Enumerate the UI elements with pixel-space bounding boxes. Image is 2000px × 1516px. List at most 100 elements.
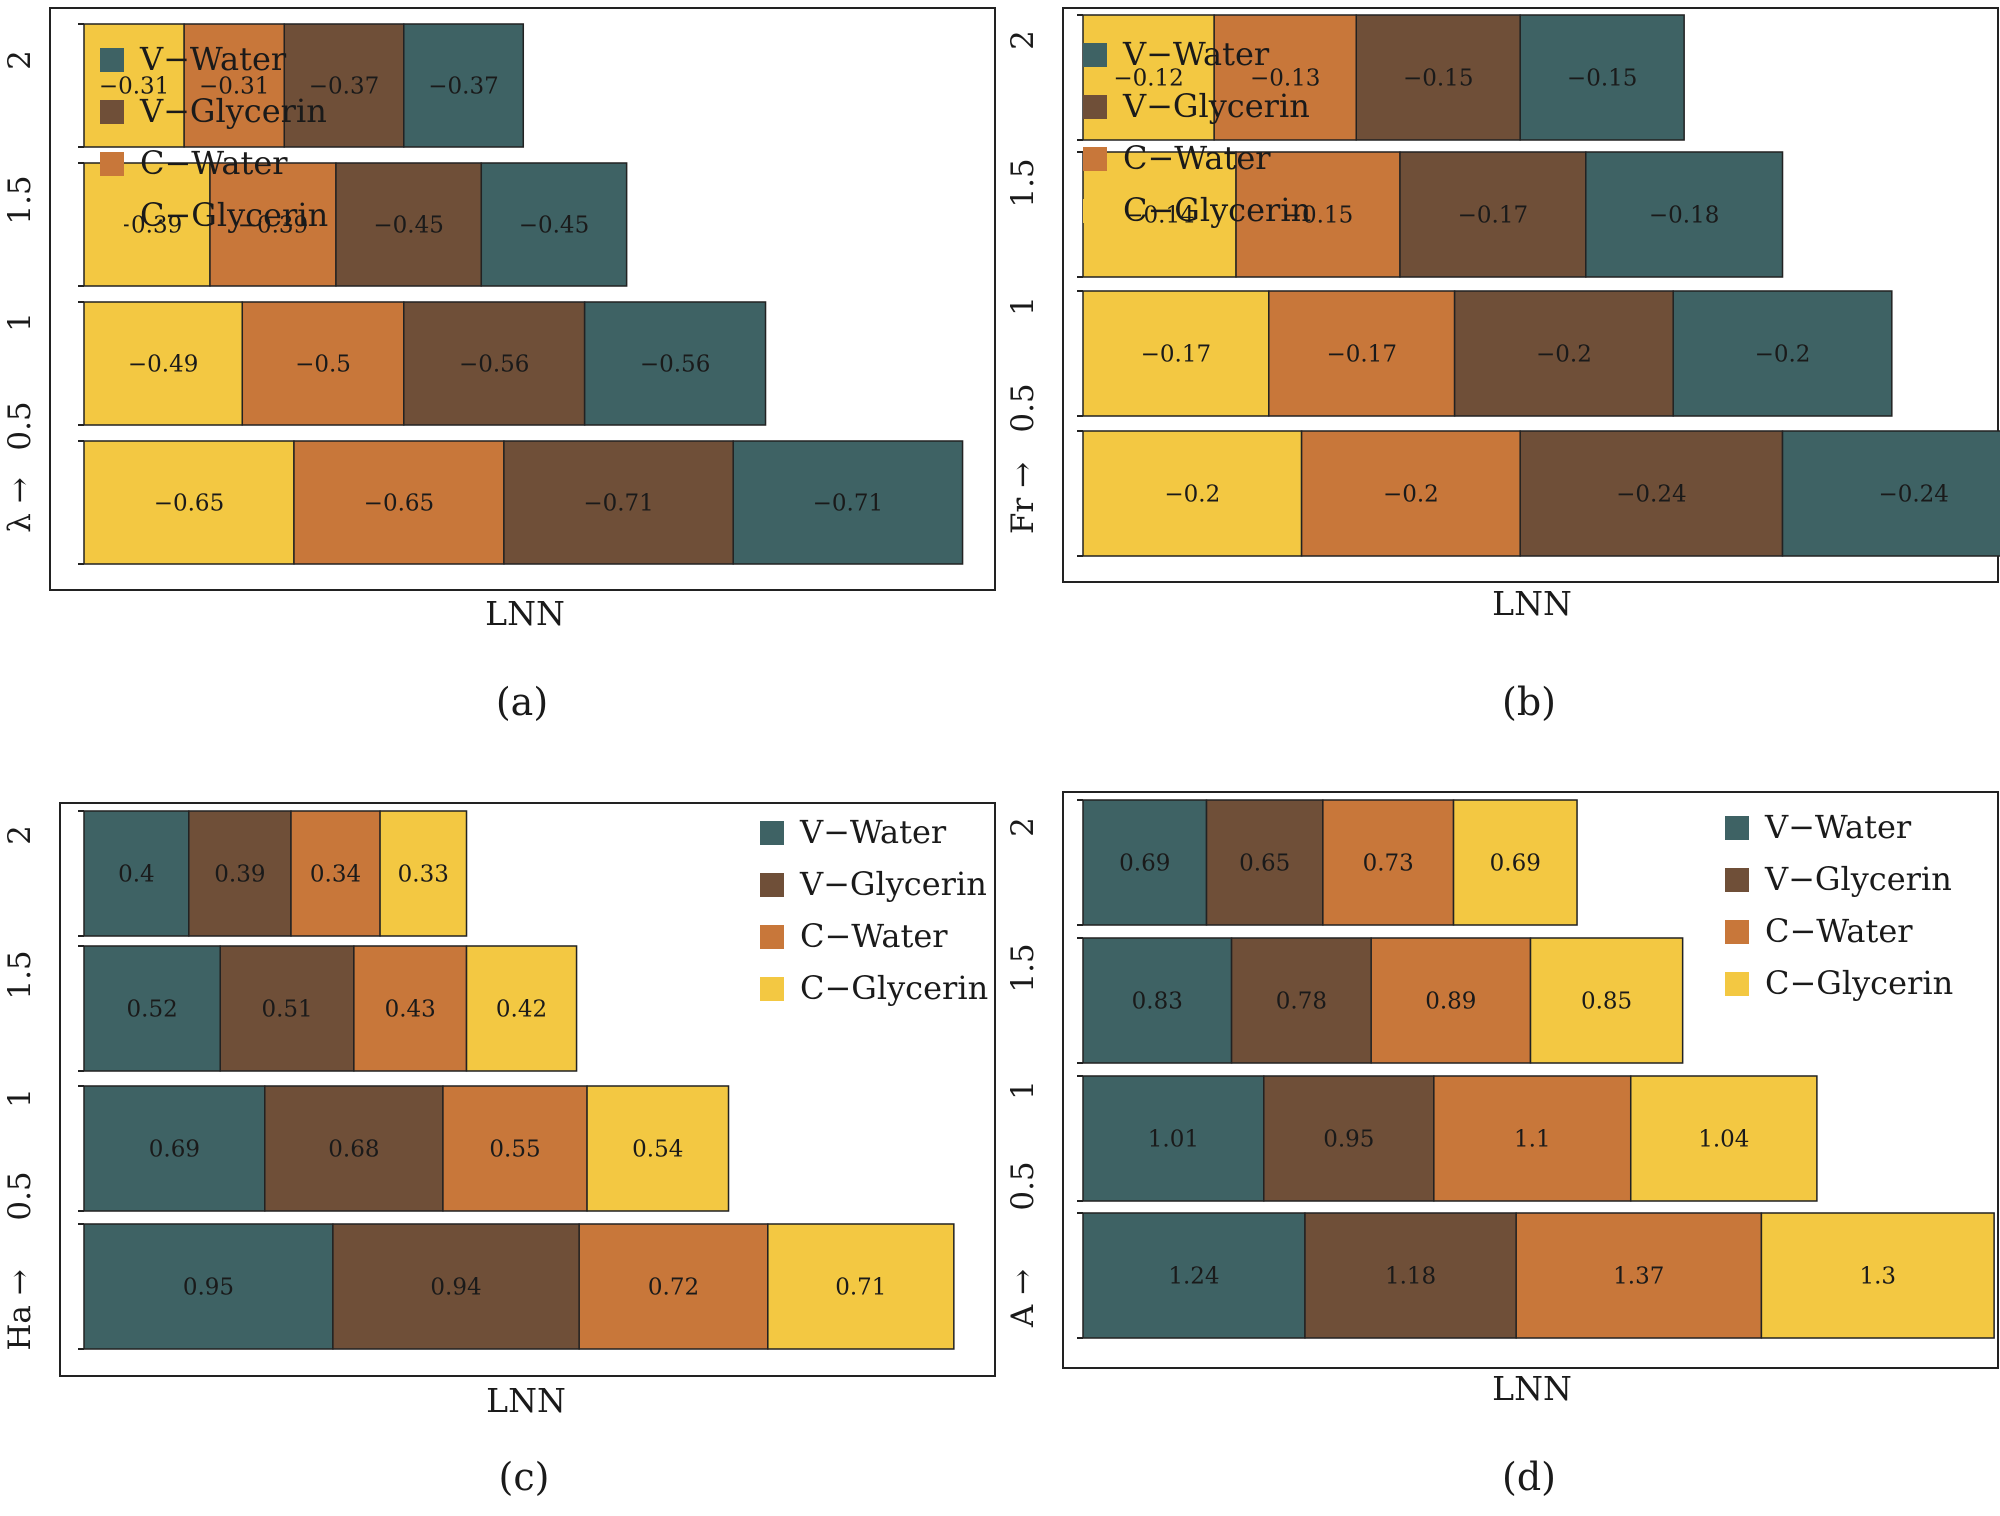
bar-segment-v-glycerin [1205, 799, 1324, 926]
legend-label-v-glycerin: V−Glycerin [139, 92, 327, 130]
bar-row-1: 0.69 0.68 0.55 0.54 [78, 1085, 730, 1212]
legend-swatch-v-water [760, 821, 784, 845]
bar-segment-v-water [583, 301, 767, 426]
data-label: 0.85 [1581, 989, 1632, 1015]
data-label: 0.52 [127, 997, 178, 1023]
data-label: 0.94 [430, 1275, 481, 1301]
plot-frame [59, 802, 996, 1377]
bar-row-0-5: −0.65 −0.65 −0.71 −0.71 [78, 440, 964, 565]
bar-segment-v-water [1082, 1212, 1306, 1339]
y-tick-label: 1 [1005, 296, 1041, 316]
data-label: −0.15 [1567, 66, 1637, 92]
bar-segment-v-water [1519, 14, 1685, 141]
data-label: −0.31 [199, 74, 269, 100]
data-label: −0.56 [459, 352, 529, 378]
legend-label-c-water: C−Water [800, 917, 948, 955]
legend-label-v-water: V−Water [139, 40, 287, 78]
data-label: −0.15 [1403, 66, 1473, 92]
data-label: 0.72 [648, 1275, 699, 1301]
data-label: −0.17 [1326, 342, 1396, 368]
data-label: −0.15 [1283, 203, 1353, 229]
bar-segment-c-water [1370, 937, 1532, 1064]
bar-segment-v-glycerin [219, 945, 355, 1072]
data-label: −0.2 [1383, 482, 1439, 508]
y-tick-label: 0.5 [2, 401, 38, 450]
y-tick-label: 2 [1005, 817, 1041, 837]
y-tick-label: 1.5 [2, 175, 38, 224]
bar-segment-c-glycerin [1529, 937, 1684, 1064]
data-label: −0.2 [1164, 482, 1220, 508]
data-label: −0.24 [1616, 482, 1686, 508]
bar-row-1: −0.49 −0.5 −0.56 −0.56 [78, 301, 767, 426]
bar-segment-v-glycerin [1453, 290, 1674, 417]
bar-segment-v-water [83, 1085, 266, 1212]
bar-segment-v-water [1672, 290, 1893, 417]
bar-segment-c-glycerin [1082, 430, 1303, 557]
legend-label-c-glycerin: C−Glycerin [800, 969, 988, 1007]
legend-swatch-c-water [1083, 147, 1107, 171]
bar-segment-v-water [480, 162, 628, 287]
bar-segment-v-water [732, 440, 964, 565]
data-label: −0.45 [519, 213, 589, 239]
bar-segment-v-water [1781, 430, 2000, 557]
panel-caption: (c) [499, 1455, 550, 1499]
chart-panel-b: −0.2 −0.2 −0.24 −0.24−0.17 −0.17 −0.2 −0.2−0.1… [1005, 7, 2000, 724]
data-label: −0.17 [1458, 203, 1528, 229]
data-label: 1.24 [1168, 1264, 1219, 1290]
bar-segment-c-glycerin [83, 440, 295, 565]
bar-row-1-5: 0.83 0.78 0.89 0.85 [1077, 937, 1684, 1064]
bar-segment-c-water [578, 1223, 769, 1350]
legend-label-c-water: C−Water [1765, 912, 1913, 950]
y-tick-label: 1 [2, 312, 38, 332]
bar-segment-v-water [1082, 799, 1208, 926]
y-tick-label: 0.5 [2, 1171, 38, 1220]
legend-swatch-c-glycerin [760, 977, 784, 1001]
bar-segment-c-water [1235, 151, 1401, 278]
legend-label-v-water: V−Water [1122, 35, 1270, 73]
data-label: 0.69 [1490, 851, 1541, 877]
bar-segment-c-water [1433, 1075, 1632, 1202]
bar-row-2: 0.4 0.39 0.34 0.33 [78, 810, 468, 937]
data-label: 1.01 [1148, 1127, 1199, 1153]
data-label: 0.78 [1276, 989, 1327, 1015]
y-axis-prefix: Ha → [2, 1269, 38, 1350]
data-label: 1.3 [1859, 1264, 1896, 1290]
legend-label-c-water: C−Water [1123, 139, 1271, 177]
legend-swatch-v-glycerin [1083, 95, 1107, 119]
bar-row-2: −0.12 −0.13 −0.15 −0.15 [1077, 14, 1685, 141]
bar-segment-v-water [1585, 151, 1784, 278]
y-axis-prefix: λ → [2, 477, 38, 532]
bar-segment-c-glycerin [1760, 1212, 1995, 1339]
legend-label-v-glycerin: V−Glycerin [799, 865, 987, 903]
chart-panel-d: 1.24 1.18 1.37 1.31.01 0.95 1.1 1.040.83 0.78 0.… [1005, 791, 1999, 1499]
bar-segment-c-water [290, 810, 381, 937]
y-tick-label: 0.5 [1005, 383, 1041, 432]
data-label: −0.5 [295, 352, 351, 378]
bar-segment-c-water [1268, 290, 1456, 417]
data-label: 0.83 [1132, 989, 1183, 1015]
bar-segment-v-water [403, 23, 525, 148]
data-label: 0.68 [328, 1137, 379, 1163]
legend-swatch-v-glycerin [1725, 868, 1749, 892]
data-label: −0.17 [1141, 342, 1211, 368]
legend: V−Water V−Glycerin C−Water C−Glycerin [100, 40, 328, 234]
plot-frame [49, 7, 996, 591]
data-label: 0.73 [1363, 851, 1414, 877]
data-label: 0.54 [632, 1137, 683, 1163]
legend-label-c-glycerin: C−Glycerin [140, 196, 328, 234]
data-label: 0.34 [310, 862, 361, 888]
data-label: −0.37 [428, 74, 498, 100]
bar-segment-v-water [1082, 1075, 1265, 1202]
legend-swatch-v-water [1083, 43, 1107, 67]
data-label: 0.89 [1425, 989, 1476, 1015]
bar-row-1-5: −0.14 −0.15 −0.17 −0.18 [1077, 151, 1784, 278]
data-label: 1.1 [1514, 1127, 1551, 1153]
data-label: −0.18 [1649, 203, 1719, 229]
plot-frame [1062, 7, 1999, 583]
data-label: 0.55 [489, 1137, 540, 1163]
bar-segment-c-water [1515, 1212, 1763, 1339]
bar-segment-c-glycerin [465, 945, 578, 1072]
bar-row-2: −0.31 −0.31 −0.37 −0.37 [78, 23, 525, 148]
x-axis-label: LNN [485, 594, 565, 633]
data-label: −0.39 [238, 213, 308, 239]
